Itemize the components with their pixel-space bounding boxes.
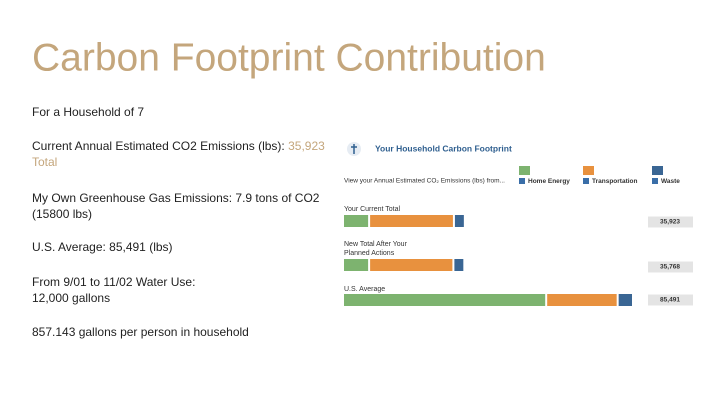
bar-segment <box>370 215 453 227</box>
bar-segment <box>547 294 617 306</box>
total-box <box>648 294 693 306</box>
chart-icon <box>347 142 361 156</box>
legend-label: Home Energy <box>528 178 570 185</box>
legend-label: Waste <box>661 178 680 185</box>
legend-label: Transportation <box>592 178 638 185</box>
text: Current Annual Estimated CO2 Emissions (… <box>32 139 325 153</box>
chart-title: Your Household Carbon Footprint <box>375 143 512 153</box>
bar-segment <box>454 259 464 271</box>
legend-swatch <box>583 166 594 175</box>
legend-checkbox <box>583 178 589 184</box>
text: From 9/01 to 11/02 Water Use: <box>32 275 195 289</box>
text: My Own Greenhouse Gas Emissions: 7.9 ton… <box>32 191 320 205</box>
highlight: Total <box>32 155 57 169</box>
legend-checkbox <box>652 178 658 184</box>
total-label: 85,491 <box>660 297 680 304</box>
highlight: 35,923 <box>288 139 325 153</box>
bar-segment <box>370 259 453 271</box>
text: 857.143 gallons per person in household <box>32 325 249 339</box>
total-label: 35,768 <box>660 264 680 271</box>
category-label: U.S. Average <box>344 286 386 293</box>
text: 12,000 gallons <box>32 291 110 305</box>
text: For a Household of 7 <box>32 105 144 119</box>
total-box <box>648 216 693 228</box>
total-label: 35,923 <box>660 219 680 226</box>
category-label: Your Current Total <box>344 206 401 213</box>
bar-segment <box>344 259 369 271</box>
category-label: U.S. Average <box>344 286 386 293</box>
legend-swatch <box>652 166 663 175</box>
category-label: New Total After Your Planned Actions <box>344 241 407 257</box>
total-box <box>648 261 693 273</box>
bar-segment <box>618 294 632 306</box>
legend-swatch <box>519 166 530 175</box>
category-label: New Total After Your Planned Actions <box>344 241 407 257</box>
bar-segment <box>344 215 369 227</box>
chart-subtitle: View your Annual Estimated CO₂ Emissions… <box>344 178 505 185</box>
category-label: Your Current Total <box>344 206 401 213</box>
bar-segment <box>344 294 546 306</box>
bar-segment <box>454 215 464 227</box>
text: Current Annual Estimated CO2 Emissions (… <box>32 139 285 153</box>
text: (15800 lbs) <box>32 207 92 221</box>
legend-checkbox <box>519 178 525 184</box>
slide-title: Carbon Footprint Contribution <box>32 36 546 79</box>
text: U.S. Average: 85,491 (lbs) <box>32 240 173 254</box>
